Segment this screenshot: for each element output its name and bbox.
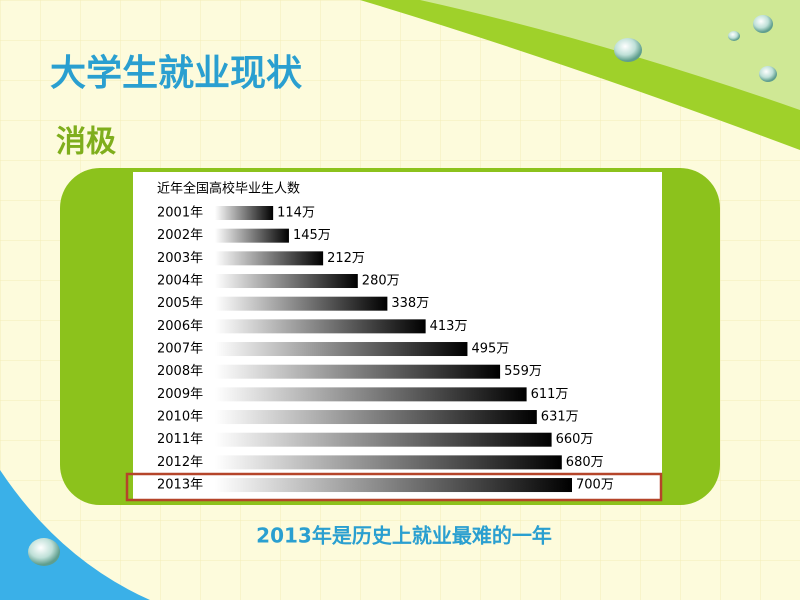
y-tick-label: 2012年 [157,455,203,470]
data-label: 145万 [293,228,331,243]
bar [215,319,426,334]
data-label: 495万 [471,342,509,357]
data-label: 559万 [504,364,542,379]
water-drop [28,538,60,566]
bar [215,455,562,470]
y-tick-label: 2001年 [157,206,203,221]
data-label: 611万 [531,387,569,402]
y-tick-label: 2004年 [157,274,203,289]
chart-panel [133,172,662,500]
y-tick-label: 2013年 [157,478,203,493]
y-tick-label: 2002年 [157,228,203,243]
water-drop [759,66,777,82]
corner-decoration [0,470,150,600]
water-drop [728,31,740,41]
data-label: 700万 [576,478,614,493]
bar [215,274,358,289]
data-label: 212万 [327,251,365,266]
bar [215,432,552,447]
water-drop [753,15,773,33]
bar [215,478,572,493]
y-tick-label: 2011年 [157,432,203,447]
bar [215,251,324,266]
water-drop [614,38,642,62]
data-label: 114万 [277,206,315,221]
bar [215,342,468,357]
bar [215,296,388,311]
data-label: 680万 [566,455,604,470]
y-tick-label: 2008年 [157,364,203,379]
highlight-box [125,472,663,502]
data-label: 631万 [541,410,579,425]
data-label: 660万 [556,432,594,447]
bar [215,228,289,243]
caption: 2013年是历史上就业最难的一年 [256,524,552,548]
bar [215,364,501,379]
data-label: 338万 [391,296,429,311]
data-label: 413万 [430,319,468,334]
bar [215,410,537,425]
y-tick-label: 2007年 [157,342,203,357]
subtitle: 消极 [56,125,116,160]
slide-title: 大学生就业现状 [50,52,303,94]
y-tick-label: 2010年 [157,410,203,425]
y-tick-label: 2003年 [157,251,203,266]
y-tick-label: 2006年 [157,319,203,334]
bar [215,206,274,220]
data-label: 280万 [362,274,400,289]
chart-title: 近年全国高校毕业生人数 [157,181,300,197]
bar [215,387,527,402]
corner-decoration [420,0,800,110]
y-tick-label: 2009年 [157,387,203,402]
y-tick-label: 2005年 [157,296,203,311]
